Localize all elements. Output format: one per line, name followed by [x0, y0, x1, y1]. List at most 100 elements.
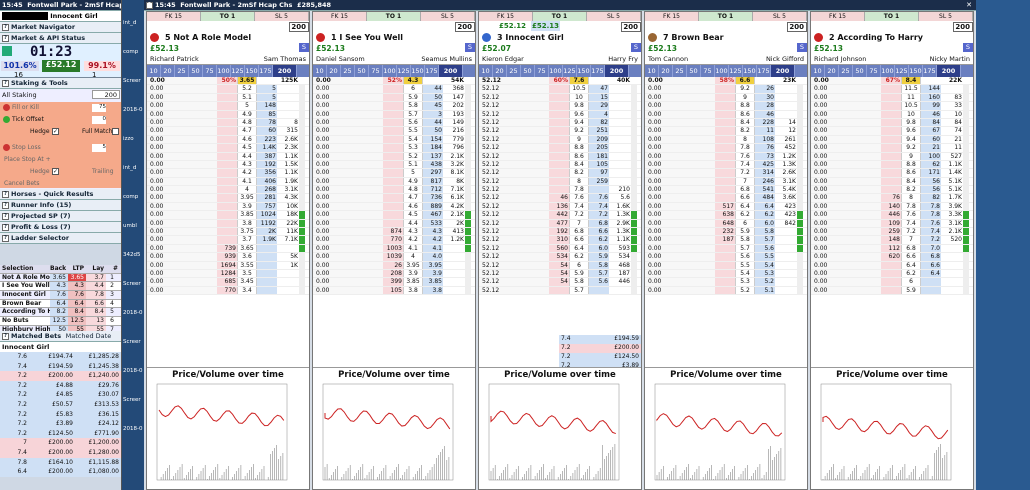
ladder-back-cell[interactable]: 1039: [383, 253, 403, 261]
ladder-row[interactable]: 0.00 5.5 5.4: [645, 261, 807, 270]
increment-button[interactable]: 125: [729, 65, 743, 77]
desktop-icon-label[interactable]: int_d: [123, 20, 137, 26]
ladder-row[interactable]: 0.00 739 3.65: [147, 244, 309, 254]
ladder-lay-cell[interactable]: 5.7: [755, 236, 775, 244]
increment-button[interactable]: 50: [853, 65, 867, 77]
ladder-lay-cell[interactable]: 60: [257, 127, 277, 135]
ladder-row[interactable]: 52.12 9.4 82: [479, 118, 641, 128]
ladder-back-cell[interactable]: [881, 144, 901, 152]
increment-button[interactable]: 100: [715, 65, 729, 77]
pending-bet-row[interactable]: 7.2 £124.50: [559, 353, 641, 362]
ladder-lay-cell[interactable]: 45: [423, 102, 443, 110]
ladder-lay-cell[interactable]: 4.2: [423, 236, 443, 244]
ladder-lay-cell[interactable]: 3: [423, 110, 443, 118]
ladder-back-cell[interactable]: [881, 286, 901, 295]
stop-loss-input[interactable]: 5: [92, 144, 106, 152]
desktop-icon-label[interactable]: int_d: [123, 165, 137, 171]
ladder-back-cell[interactable]: 648: [715, 219, 735, 228]
ladder-row[interactable]: 0.00 4.7 60 315: [147, 127, 309, 136]
close-icon[interactable]: ✕: [966, 1, 972, 9]
ladder-row[interactable]: 0.00 3.7 1.9K 7.1K: [147, 236, 309, 245]
ladder-lay-cell[interactable]: 5.4: [755, 261, 775, 269]
ladder-back-cell[interactable]: 109: [881, 219, 901, 228]
increment-button[interactable]: 150: [245, 65, 259, 77]
ladder-back-cell[interactable]: 442: [549, 211, 569, 219]
ladder-back-cell[interactable]: [383, 194, 403, 202]
ladder-back-cell[interactable]: 54: [549, 261, 569, 269]
increment-button[interactable]: 200: [439, 65, 463, 77]
ladder-row[interactable]: 0.00 5.8 45 202: [313, 102, 475, 111]
tab-stop-loss[interactable]: SL 5: [587, 12, 641, 21]
ladder-row[interactable]: 0.00 7.6 73 1.2K: [645, 152, 807, 161]
ladder-row[interactable]: 52.12 8.2 97: [479, 169, 641, 178]
increment-button[interactable]: 200: [771, 65, 795, 77]
ladder-row[interactable]: 0.00 4.6 223 2.6K: [147, 135, 309, 145]
ladder-row[interactable]: 0.00 11 160 83: [811, 93, 973, 103]
increment-button[interactable]: 125: [397, 65, 411, 77]
ladder-back-cell[interactable]: [383, 160, 403, 169]
section-projected-sp[interactable]: ? Projected SP (7): [0, 211, 121, 222]
ladder-row[interactable]: 0.00 105 3.8 3.8: [313, 286, 475, 296]
increment-button[interactable]: 50: [189, 65, 203, 77]
ladder-back-cell[interactable]: [715, 93, 735, 102]
ladder-back-cell[interactable]: [881, 269, 901, 278]
ladder-lay-cell[interactable]: 268: [257, 186, 277, 194]
ladder-row[interactable]: 0.00 9.8 84 84: [811, 118, 973, 128]
ladder-back-cell[interactable]: [383, 152, 403, 160]
ladder-lay-cell[interactable]: 7.4: [921, 228, 941, 236]
increment-button[interactable]: 75: [867, 65, 881, 77]
ladder-lay-cell[interactable]: 47: [589, 85, 609, 93]
ladder-row[interactable]: 52.12 8.4 105: [479, 160, 641, 170]
ladder-lay-cell[interactable]: 7.4: [589, 202, 609, 211]
ladder-lay-cell[interactable]: 181: [589, 152, 609, 160]
ladder-back-cell[interactable]: [549, 102, 569, 110]
section-market-api-status[interactable]: ? Market & API Status: [0, 33, 121, 44]
ladder-row[interactable]: 0.00 1694 3.55 1K: [147, 261, 309, 270]
desktop-icon-label[interactable]: Screer: [123, 78, 141, 84]
ladder-back-cell[interactable]: 446: [881, 211, 901, 219]
ladder-row[interactable]: 52.12 54 6 5.8 468: [479, 261, 641, 270]
ladder-row[interactable]: 0.00 4 268 3.1K: [147, 186, 309, 195]
tab-stop-loss[interactable]: SL 5: [255, 12, 309, 21]
ladder-back-cell[interactable]: [217, 93, 237, 102]
ladder-row[interactable]: 0.00 5.7 3 193: [313, 110, 475, 119]
ladder-back-cell[interactable]: 140: [881, 202, 901, 211]
selected-runner-bar[interactable]: Innocent Girl: [0, 11, 121, 22]
ladder-row[interactable]: 52.12 9 209: [479, 135, 641, 145]
ladder-lay-cell[interactable]: 1024: [257, 211, 277, 219]
runner-stake[interactable]: 200: [787, 22, 807, 32]
ladder-row[interactable]: 0.00 7.8 76 452: [645, 144, 807, 153]
ladder-back-cell[interactable]: 187: [715, 236, 735, 244]
ladder-row[interactable]: 0.00 5.2 5.1: [645, 286, 807, 296]
ladder-back-cell[interactable]: [383, 169, 403, 177]
ladder-lay-cell[interactable]: 6.0: [755, 219, 775, 228]
ladder-row[interactable]: 0.00 6.8 541 5.4K: [645, 186, 807, 195]
increment-button[interactable]: 75: [203, 65, 217, 77]
ladder-lay-cell[interactable]: 7.2: [921, 236, 941, 244]
ladder-lay-cell[interactable]: 889: [423, 202, 443, 211]
ladder-lay-cell[interactable]: 6.0: [589, 244, 609, 253]
pending-bet-row[interactable]: 7.2 £3.89: [559, 362, 641, 371]
ladder-lay-cell[interactable]: 438: [423, 160, 443, 169]
ladder-back-cell[interactable]: [217, 127, 237, 135]
ladder-back-cell[interactable]: 1694: [217, 261, 237, 269]
ladder-row[interactable]: 0.00 5.9 50 147: [313, 93, 475, 103]
ladder-back-cell[interactable]: 477: [549, 219, 569, 228]
ladder-back-cell[interactable]: [881, 93, 901, 102]
ladder-back-cell[interactable]: [881, 278, 901, 286]
increment-button[interactable]: 100: [383, 65, 397, 77]
ladder-back-cell[interactable]: [383, 85, 403, 93]
ladder-row[interactable]: 0.00 10 46 10: [811, 110, 973, 119]
ladder-lay-cell[interactable]: 82: [921, 194, 941, 202]
ladder-lay-cell[interactable]: 44: [423, 118, 443, 127]
increment-button[interactable]: 100: [881, 65, 895, 77]
matched-bet-row[interactable]: 7.2 £3.89 £24.12: [0, 419, 121, 429]
stop-button[interactable]: S: [797, 43, 807, 52]
ladder-row[interactable]: 52.12 477 7 6.8 2.9K: [479, 219, 641, 229]
ladder-back-cell[interactable]: 939: [217, 253, 237, 261]
ladder-row[interactable]: 0.00 4.5 467 2.1K: [313, 211, 475, 220]
runner-stake[interactable]: 200: [621, 22, 641, 32]
matched-bet-row[interactable]: 6.4 £200.00 £1,080.00: [0, 467, 121, 477]
ladder-lay-cell[interactable]: 4.1: [423, 244, 443, 253]
ladder-back-cell[interactable]: [383, 144, 403, 152]
